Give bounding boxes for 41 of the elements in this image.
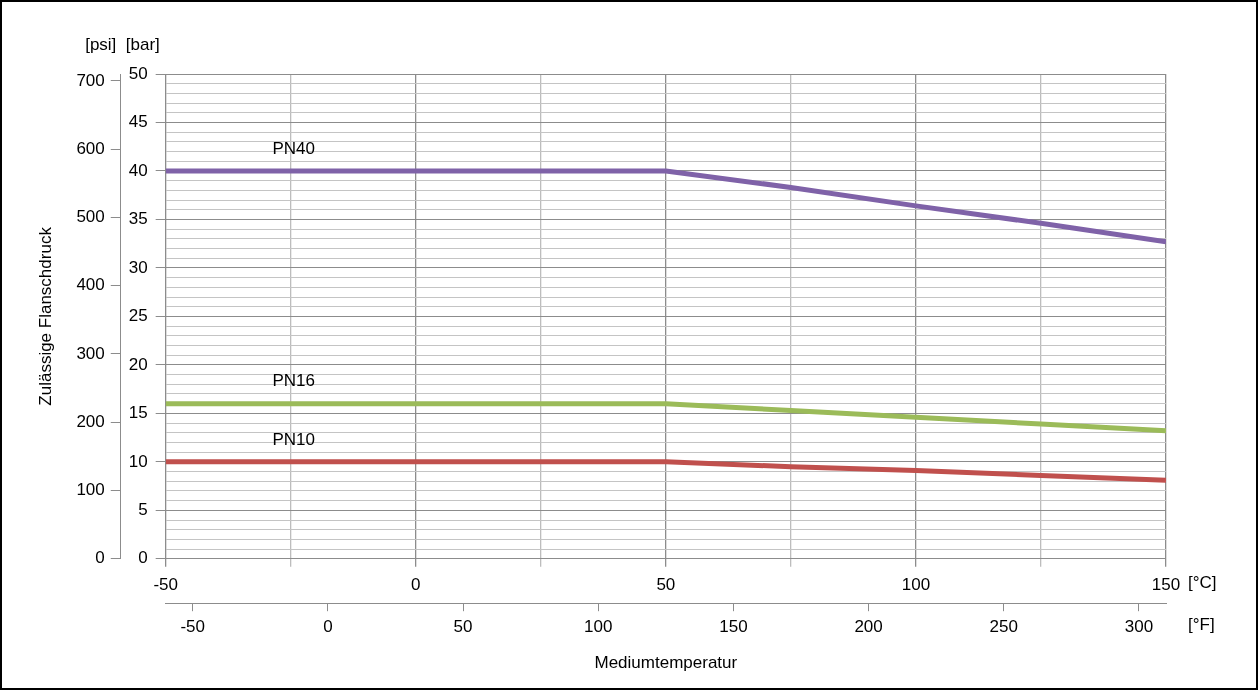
text: [°F]	[1188, 614, 1215, 634]
x2-tick-label: 150	[719, 617, 748, 637]
y2-tick-label: 0	[95, 548, 105, 568]
x2-tick-label: 300	[1124, 617, 1154, 637]
y-tick-label: 45	[128, 112, 148, 132]
y-tick-label: 5	[138, 500, 148, 520]
y2-axis-title: Zulässige Flanschdruck	[35, 226, 55, 406]
y-tick-label: 35	[128, 209, 148, 229]
y2-tick-label: 200	[76, 411, 105, 431]
y2-tick-label: 500	[76, 207, 105, 227]
x2-tick-label: 100	[584, 617, 613, 637]
series-label: PN10	[272, 429, 315, 449]
x2-tick-label: -50	[180, 617, 205, 637]
y-tick-label: 25	[128, 306, 148, 326]
y-tick-label: 40	[128, 160, 148, 180]
x-tick-label: 0	[411, 574, 421, 594]
y-tick-label: 20	[128, 354, 148, 374]
x2-tick-label: 200	[854, 617, 883, 637]
x-tick-label: 100	[901, 574, 931, 594]
text: [°C]	[1188, 573, 1217, 593]
x2-axis-title: Mediumtemperatur	[594, 653, 738, 673]
y2-tick-label: 100	[76, 480, 105, 500]
series-label: PN16	[272, 371, 315, 391]
y2-tick-label: 300	[76, 343, 105, 363]
text: [bar]	[125, 35, 160, 55]
y2-tick-label: 400	[76, 275, 105, 295]
x2-tick-label: 0	[323, 617, 333, 637]
text: [psi]	[85, 35, 117, 55]
y2-tick-label: 700	[76, 70, 105, 90]
x2-tick-label: 50	[453, 617, 473, 637]
x2-tick-label: 250	[989, 617, 1018, 637]
y-tick-label: 15	[128, 403, 148, 423]
x-tick-label: -50	[153, 574, 178, 594]
series-label: PN40	[272, 138, 315, 158]
y-tick-label: 50	[128, 63, 148, 83]
x-tick-label: 50	[656, 574, 676, 594]
y-tick-label: 0	[138, 548, 148, 568]
y-tick-label: 10	[128, 451, 148, 471]
y2-tick-label: 600	[76, 138, 105, 158]
x-tick-label: 150	[1151, 574, 1181, 594]
y-tick-label: 30	[128, 257, 148, 277]
